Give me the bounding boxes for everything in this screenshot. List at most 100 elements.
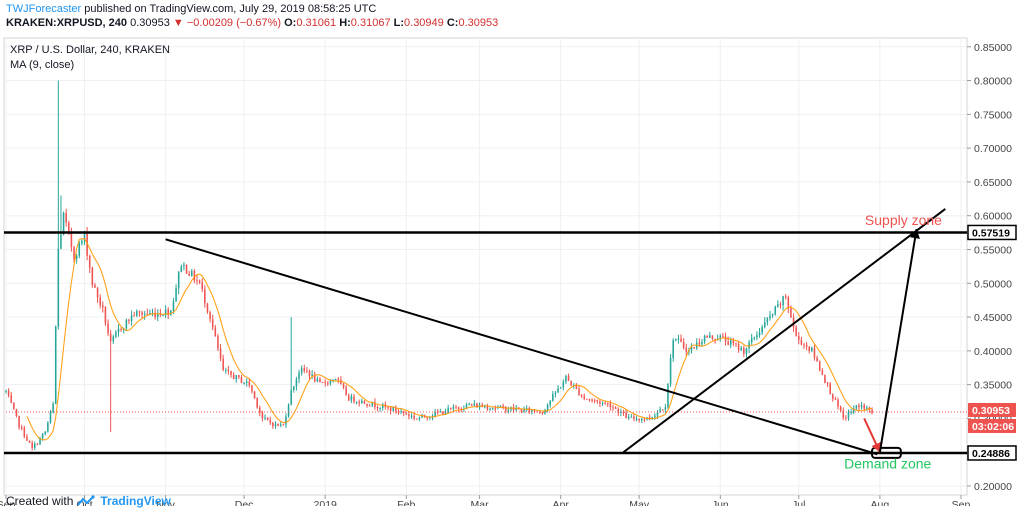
- candle-body: [701, 341, 703, 345]
- candle-body: [635, 418, 638, 420]
- candle: [586, 398, 588, 400]
- candle-body: [740, 347, 743, 350]
- time-tick-label: Aug: [871, 499, 890, 506]
- time-tick-label: Mar: [471, 499, 490, 506]
- candle: [588, 398, 591, 402]
- candle-body: [606, 402, 609, 404]
- candle-body: [68, 222, 70, 232]
- price-axis[interactable]: 0.200000.250000.300000.350000.400000.450…: [967, 42, 1012, 493]
- candle: [350, 393, 353, 404]
- candle-body: [672, 340, 674, 358]
- candle: [680, 334, 682, 343]
- axis-label-bg: [967, 224, 1017, 241]
- candle: [143, 310, 146, 320]
- candle: [601, 401, 604, 406]
- candle-body: [711, 335, 714, 339]
- candle: [753, 336, 756, 341]
- candle: [13, 402, 15, 410]
- candle-body: [753, 337, 756, 339]
- candle-body: [771, 314, 774, 316]
- candle-body: [293, 386, 295, 390]
- candle: [136, 309, 138, 318]
- price-tick-label: 0.40000: [974, 346, 1012, 358]
- candle: [232, 372, 235, 380]
- low-value: 0.30949: [404, 17, 444, 29]
- time-axis[interactable]: Sep Oct Nov Dec 2019 Feb Mar Apr May Jun Jul Aug Sep: [0, 495, 970, 506]
- candle: [541, 412, 544, 416]
- candle: [361, 398, 363, 404]
- candle: [834, 396, 837, 401]
- candle: [272, 421, 274, 429]
- candle-body: [837, 399, 839, 407]
- candle: [675, 338, 677, 342]
- candle-body: [175, 288, 177, 302]
- candle-body: [222, 358, 224, 370]
- candle: [7, 388, 10, 398]
- candle: [575, 382, 578, 390]
- candle-body: [756, 335, 758, 338]
- candle: [538, 410, 541, 414]
- candle: [452, 404, 455, 411]
- candle-body: [33, 444, 36, 448]
- candle-body: [599, 401, 601, 404]
- candle-body: [23, 427, 26, 437]
- candle-body: [664, 407, 667, 410]
- candle: [824, 374, 826, 384]
- candle: [248, 378, 251, 388]
- tradingview-logo[interactable]: TradingView: [77, 494, 171, 508]
- candle: [410, 413, 413, 419]
- candle: [557, 385, 559, 393]
- candle: [847, 409, 850, 421]
- candle: [811, 346, 813, 353]
- candle-body: [36, 444, 39, 446]
- candle: [91, 266, 94, 288]
- candle-body: [31, 442, 33, 448]
- candle: [570, 380, 572, 387]
- candle: [287, 403, 290, 418]
- candle: [784, 293, 787, 300]
- candle: [117, 324, 120, 337]
- candle: [593, 398, 596, 404]
- candle: [88, 254, 91, 274]
- candle: [138, 310, 141, 317]
- candle: [185, 264, 188, 274]
- author-link[interactable]: TWJForecaster: [6, 3, 82, 15]
- candle-body: [743, 347, 745, 354]
- candle: [224, 367, 227, 374]
- candle: [714, 338, 716, 344]
- candle: [732, 337, 735, 347]
- price-tick-label: 0.55000: [974, 244, 1012, 256]
- candle-body: [839, 406, 842, 411]
- candle-body: [570, 380, 572, 386]
- candle-body: [614, 407, 617, 409]
- candle-body: [102, 305, 104, 308]
- axis-label: 0.24886: [967, 445, 1017, 461]
- candle-body: [763, 322, 766, 327]
- candle: [546, 403, 549, 413]
- candle-body: [261, 412, 264, 419]
- candle-body: [243, 382, 245, 384]
- candle-body: [758, 332, 761, 336]
- price-chart[interactable]: 0.200000.250000.300000.350000.400000.450…: [0, 36, 1024, 506]
- candle-body: [677, 338, 680, 340]
- candle-body: [313, 374, 316, 382]
- candle-body: [120, 328, 122, 331]
- candle-body: [117, 328, 120, 333]
- candle-body: [342, 383, 345, 388]
- candle-body: [591, 399, 593, 401]
- ticker-symbol[interactable]: KRAKEN:XRPUSD, 240: [6, 17, 128, 29]
- candle-body: [578, 388, 580, 395]
- candle: [484, 404, 486, 409]
- candle: [606, 402, 609, 407]
- candle: [334, 378, 337, 381]
- candle-body: [133, 315, 135, 317]
- demand-zone-label: Demand zone: [844, 456, 931, 472]
- candle-body: [706, 335, 708, 338]
- candle-body: [421, 414, 423, 418]
- candle: [285, 413, 287, 429]
- candle-body: [327, 383, 329, 385]
- candle: [190, 269, 193, 277]
- candle-body: [434, 411, 436, 417]
- candle: [832, 393, 834, 402]
- time-tick-label: Sep: [952, 499, 971, 506]
